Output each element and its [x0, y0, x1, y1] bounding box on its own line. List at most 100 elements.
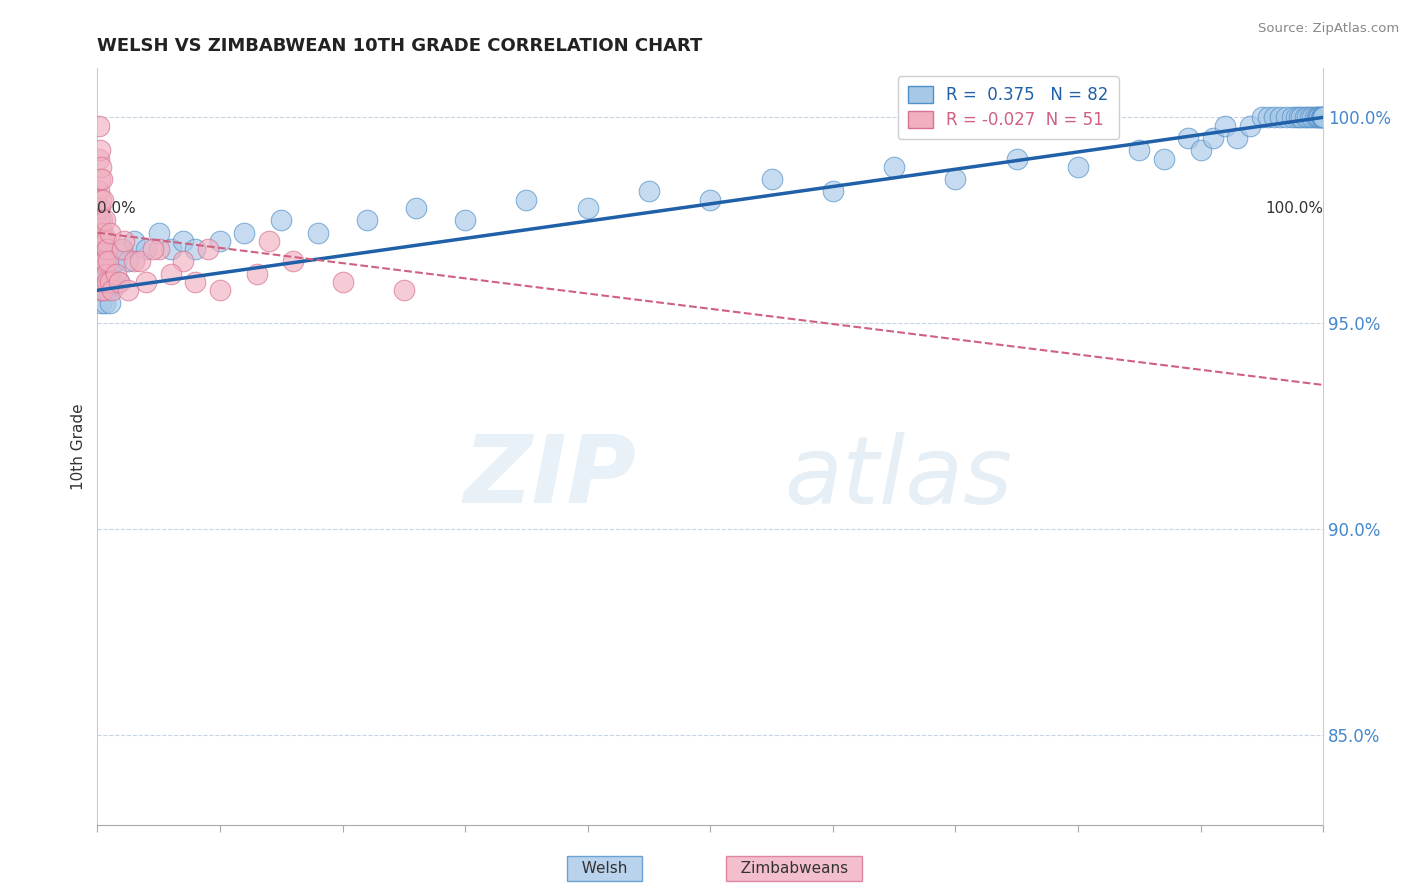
- Point: [90, 254, 112, 268]
- Point: [104, 254, 127, 268]
- Point: [184, 242, 207, 256]
- Point: [93, 275, 115, 289]
- Point: [94, 283, 117, 297]
- Text: Zimbabweans: Zimbabweans: [731, 861, 858, 876]
- Point: [1308, 111, 1330, 125]
- Point: [93, 295, 115, 310]
- Point: [576, 201, 599, 215]
- Text: ZIP: ZIP: [464, 431, 637, 523]
- Point: [1239, 119, 1261, 133]
- Point: [87, 201, 110, 215]
- Point: [135, 242, 157, 256]
- Point: [87, 119, 110, 133]
- Text: WELSH VS ZIMBABWEAN 10TH GRADE CORRELATION CHART: WELSH VS ZIMBABWEAN 10TH GRADE CORRELATI…: [97, 37, 703, 55]
- Point: [1177, 131, 1199, 145]
- Point: [91, 213, 114, 227]
- Point: [405, 201, 427, 215]
- Point: [98, 295, 121, 310]
- Point: [112, 234, 135, 248]
- Point: [1306, 111, 1329, 125]
- Point: [883, 160, 905, 174]
- Point: [356, 213, 378, 227]
- Point: [87, 213, 110, 227]
- Point: [98, 267, 121, 281]
- Point: [90, 193, 112, 207]
- Point: [111, 242, 134, 256]
- Point: [454, 213, 477, 227]
- Point: [87, 152, 110, 166]
- Point: [148, 226, 170, 240]
- Point: [1285, 111, 1308, 125]
- Point: [1067, 160, 1090, 174]
- Point: [172, 234, 194, 248]
- Point: [96, 275, 118, 289]
- Point: [87, 226, 110, 240]
- Point: [515, 193, 537, 207]
- Point: [91, 242, 114, 256]
- Point: [761, 172, 783, 186]
- Point: [1294, 111, 1316, 125]
- Point: [821, 185, 844, 199]
- Point: [117, 283, 139, 297]
- Point: [90, 226, 112, 240]
- Text: Source: ZipAtlas.com: Source: ZipAtlas.com: [1258, 22, 1399, 36]
- Point: [1263, 111, 1285, 125]
- Point: [160, 267, 183, 281]
- Point: [184, 275, 207, 289]
- Point: [94, 267, 117, 281]
- Point: [91, 172, 114, 186]
- Point: [93, 226, 115, 240]
- Point: [90, 254, 112, 268]
- Point: [208, 234, 231, 248]
- Point: [96, 242, 118, 256]
- Point: [91, 262, 114, 277]
- Point: [122, 234, 145, 248]
- Point: [96, 275, 118, 289]
- Point: [94, 234, 117, 248]
- Point: [1298, 111, 1320, 125]
- Point: [160, 242, 183, 256]
- Text: atlas: atlas: [783, 432, 1012, 523]
- Point: [197, 242, 219, 256]
- Point: [89, 242, 111, 256]
- Point: [1296, 111, 1319, 125]
- Point: [129, 254, 152, 268]
- Point: [89, 213, 111, 227]
- Point: [1310, 111, 1333, 125]
- Point: [97, 254, 120, 268]
- Point: [257, 234, 280, 248]
- Point: [89, 172, 111, 186]
- Point: [1288, 111, 1310, 125]
- Point: [1005, 152, 1028, 166]
- Point: [1128, 144, 1150, 158]
- Point: [87, 242, 110, 256]
- Point: [699, 193, 721, 207]
- Point: [91, 234, 114, 248]
- Point: [90, 275, 112, 289]
- Point: [1309, 111, 1331, 125]
- Point: [1275, 111, 1298, 125]
- Point: [945, 172, 967, 186]
- Text: 0.0%: 0.0%: [97, 201, 136, 216]
- Point: [1310, 111, 1333, 125]
- Point: [246, 267, 269, 281]
- Point: [89, 201, 111, 215]
- Point: [307, 226, 329, 240]
- Point: [392, 283, 415, 297]
- Point: [101, 275, 124, 289]
- Point: [101, 283, 124, 297]
- Point: [91, 275, 114, 289]
- Point: [1312, 111, 1334, 125]
- Point: [1250, 111, 1272, 125]
- Point: [1213, 119, 1236, 133]
- Point: [94, 254, 117, 268]
- Point: [90, 160, 112, 174]
- Point: [1303, 111, 1326, 125]
- Point: [638, 185, 661, 199]
- Point: [283, 254, 305, 268]
- Point: [1308, 111, 1330, 125]
- Point: [1189, 144, 1212, 158]
- Point: [89, 234, 111, 248]
- Point: [1281, 111, 1303, 125]
- Point: [1289, 111, 1312, 125]
